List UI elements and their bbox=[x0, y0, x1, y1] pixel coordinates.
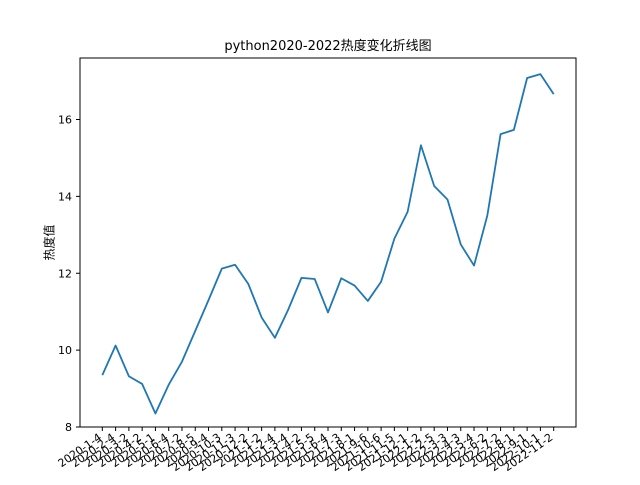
axes-frame bbox=[79, 57, 577, 428]
y-axis-label: 热度值 bbox=[42, 224, 57, 260]
chart-title: python2020-2022热度变化折线图 bbox=[224, 38, 431, 54]
y-tick-label: 14 bbox=[58, 190, 72, 203]
y-tick-label: 12 bbox=[58, 267, 72, 280]
series-line bbox=[101, 73, 555, 415]
y-tick-label: 8 bbox=[65, 421, 72, 434]
y-tick-label: 16 bbox=[58, 114, 72, 127]
y-tick-label: 10 bbox=[58, 344, 72, 357]
plot-area: 8101214162020-1-42020-2-42020-3-22020-4-… bbox=[56, 57, 577, 474]
